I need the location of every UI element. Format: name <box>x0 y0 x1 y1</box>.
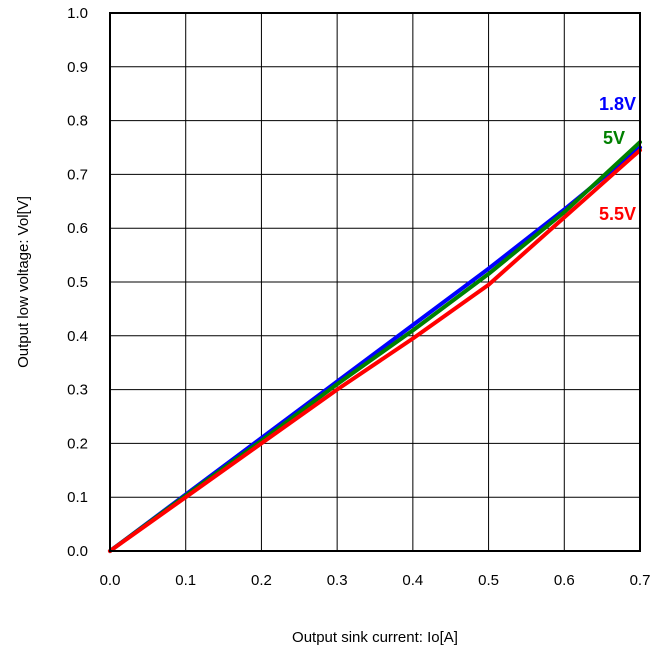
x-tick-label: 0.7 <box>630 572 651 589</box>
y-tick-label: 0.0 <box>67 543 88 560</box>
y-tick-label: 1.0 <box>67 5 88 22</box>
x-tick-labels: 0.0 0.1 0.2 0.3 0.4 0.5 0.6 0.7 <box>100 572 651 589</box>
y-tick-label: 0.9 <box>67 59 88 76</box>
series-labels: 1.8V 5V 5.5V <box>599 94 636 224</box>
y-tick-labels: 0.0 0.1 0.2 0.3 0.4 0.5 0.6 0.7 0.8 0.9 1.0 <box>67 5 88 560</box>
y-tick-label: 0.3 <box>67 382 88 399</box>
plot-frame <box>109 12 641 552</box>
y-tick-label: 0.5 <box>67 274 88 291</box>
y-tick-label: 0.8 <box>67 113 88 130</box>
x-tick-label: 0.0 <box>100 572 121 589</box>
x-tick-label: 0.1 <box>175 572 196 589</box>
y-tick-label: 0.4 <box>67 328 88 345</box>
series-label-5v: 5V <box>603 128 625 148</box>
y-tick-label: 0.7 <box>67 166 88 183</box>
y-axis-title: Output low voltage: Vol[V] <box>15 196 32 368</box>
grid <box>110 13 640 551</box>
x-tick-label: 0.4 <box>402 572 423 589</box>
series-lines <box>108 140 642 553</box>
y-tick-label: 0.6 <box>67 220 88 237</box>
x-tick-label: 0.3 <box>327 572 348 589</box>
series-line-5-5v <box>108 148 642 553</box>
x-axis-title: Output sink current: Io[A] <box>292 629 458 646</box>
x-tick-label: 0.2 <box>251 572 272 589</box>
series-label-5-5v: 5.5V <box>599 204 636 224</box>
y-tick-label: 0.2 <box>67 435 88 452</box>
x-tick-label: 0.5 <box>478 572 499 589</box>
x-tick-label: 0.6 <box>554 572 575 589</box>
y-tick-label: 0.1 <box>67 489 88 506</box>
series-label-1-8v: 1.8V <box>599 94 636 114</box>
